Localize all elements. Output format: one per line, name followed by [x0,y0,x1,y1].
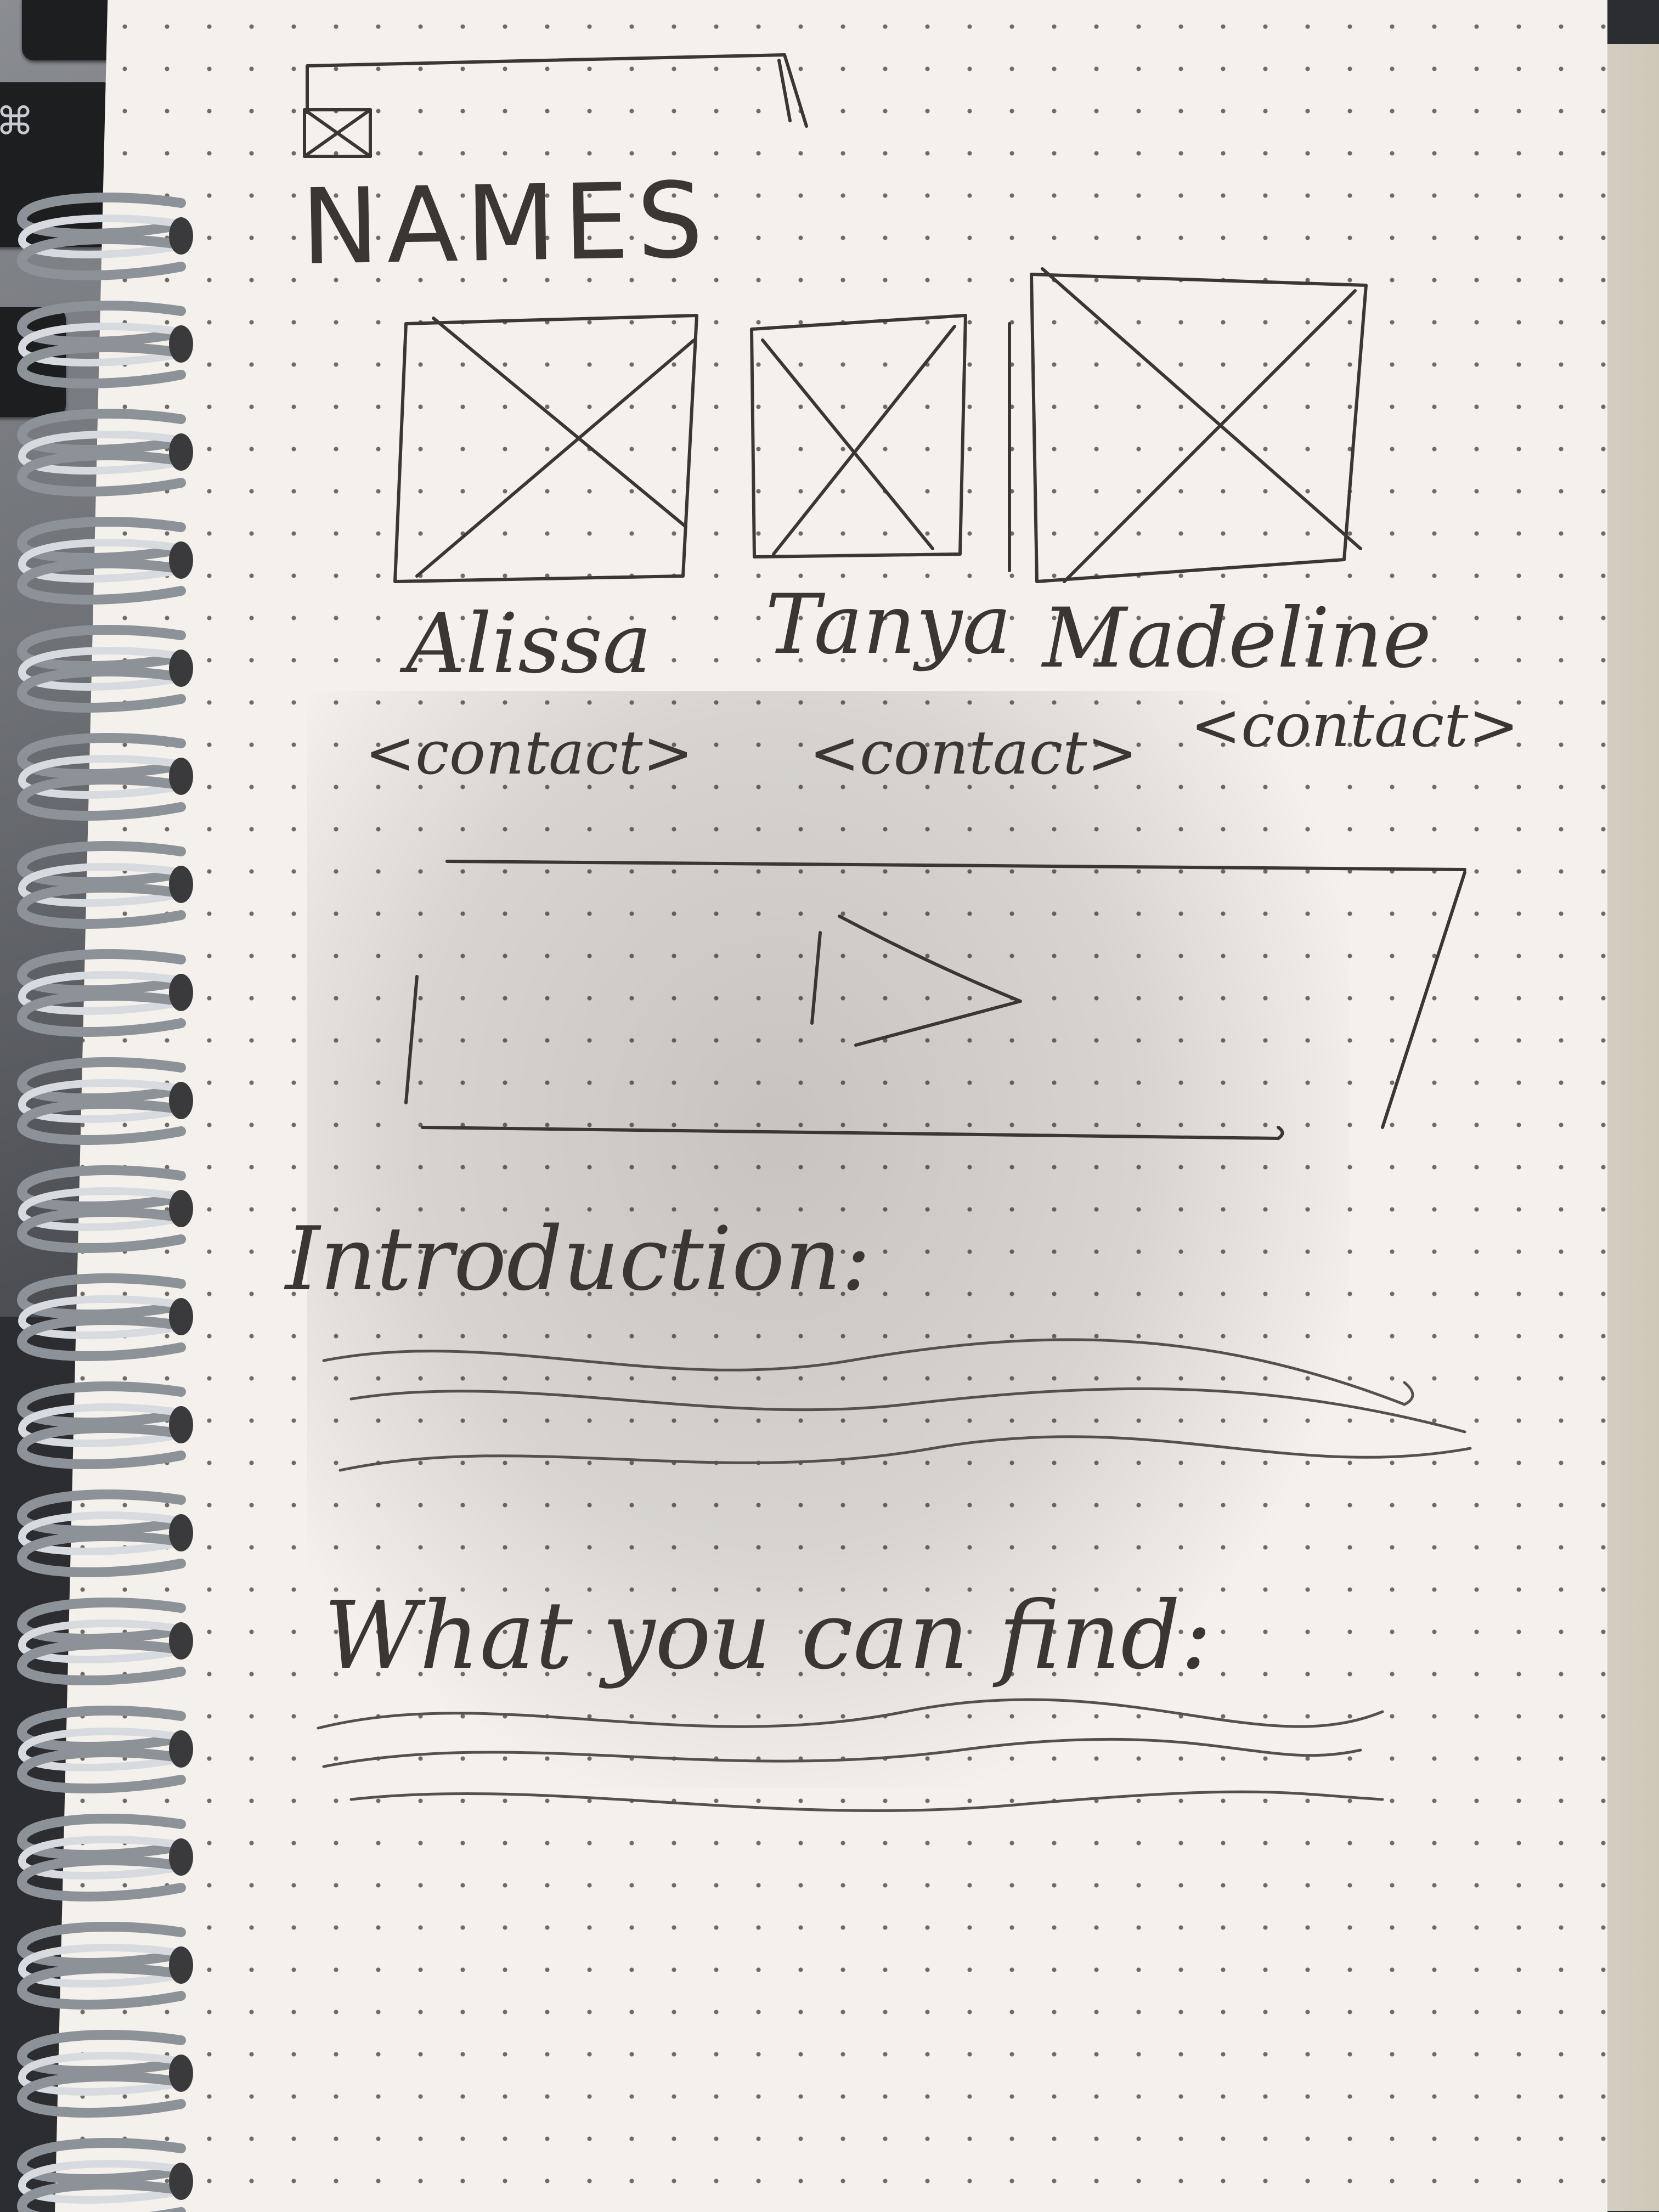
binding-hole [169,2163,193,2200]
contact-link[interactable]: <contact> [809,718,1138,788]
contact-link[interactable]: <contact> [1190,690,1519,760]
binding-hole [169,758,193,795]
binding-hole [169,433,193,471]
binding-hole [169,866,193,903]
binding-hole [169,1190,193,1227]
person-name: Alissa [399,596,652,692]
binding-hole [169,1838,193,1876]
binding-hole [169,1406,193,1443]
binding-coil [16,1598,193,1685]
binding-coil [16,409,193,496]
person-name: Tanya [765,577,1012,673]
binding-coil [16,1814,193,1901]
binding-hole [169,1946,193,1984]
binding-coil [16,1706,193,1793]
binding-coil [16,517,193,605]
binding-hole [169,974,193,1011]
contact-link[interactable]: <contact> [365,718,693,788]
binding-hole [169,541,193,579]
binding-coil [16,1165,193,1253]
text-placeholder-lines [317,1698,1384,1812]
binding-hole [169,217,193,255]
favicon-placeholder-icon [303,108,372,158]
person-name: Madeline [1041,591,1431,686]
binding-coil [16,193,193,280]
binding-hole [169,2055,193,2092]
binding-hole [169,325,193,363]
binding-coil [16,625,193,713]
section-heading: What you can find: [324,1582,1212,1690]
binding-hole [169,1082,193,1119]
binding-coil [16,733,193,821]
command-key-icon: ⌘ [0,99,34,144]
video-player-placeholder[interactable] [404,860,1466,1140]
notebook-page [55,0,1607,2212]
binding-coil [16,2030,193,2118]
binding-coil [16,1057,193,1145]
binding-coil [16,949,193,1037]
binding-coil [16,2138,193,2212]
binding-coil [16,1273,193,1361]
binding-coil [16,841,193,929]
photo-placeholder-alissa [393,314,698,583]
binding-hole [169,1514,193,1551]
section-heading: Introduction: [284,1207,871,1310]
names-heading: NAMES [300,160,712,288]
photo-placeholder-madeline [1008,267,1368,583]
binding-hole [169,1298,193,1335]
text-placeholder-lines [322,1338,1472,1472]
browser-tab-outline [306,53,808,128]
binding-hole [169,1730,193,1768]
binding-coil [16,301,193,388]
binding-coil [16,1381,193,1469]
photo-placeholder-tanya [750,314,967,558]
binding-hole [169,1622,193,1660]
binding-coil [16,1922,193,2010]
binding-coil [16,1489,193,1577]
spiral-binding [16,193,193,2212]
binding-hole [169,650,193,687]
play-icon[interactable] [810,915,1022,1047]
